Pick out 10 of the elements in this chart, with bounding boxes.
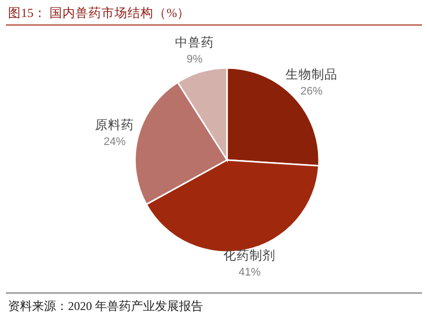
data-label: 41%: [238, 266, 261, 278]
data-label: 24%: [104, 136, 126, 148]
slice-label: 生物制品: [286, 68, 338, 82]
data-label: 9%: [186, 54, 203, 66]
data-label: 26%: [300, 86, 323, 98]
chart-title: 图15： 国内兽药市场结构（%）: [8, 6, 190, 20]
slice-label: 中兽药: [175, 36, 214, 50]
slice-label: 原料药: [95, 118, 134, 132]
slice-label: 化药制剂: [224, 247, 276, 262]
text: 资料来源：2020 年兽药产业发展报告: [8, 299, 203, 313]
